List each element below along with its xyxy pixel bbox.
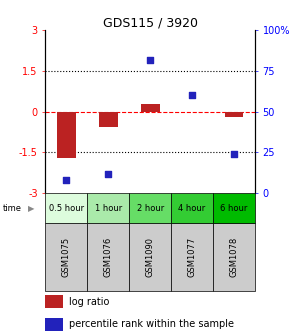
Bar xyxy=(99,112,118,127)
Text: log ratio: log ratio xyxy=(69,297,109,306)
Text: GSM1076: GSM1076 xyxy=(104,237,113,277)
Bar xyxy=(45,295,63,308)
Bar xyxy=(45,223,87,291)
Text: percentile rank within the sample: percentile rank within the sample xyxy=(69,319,234,329)
Text: 1 hour: 1 hour xyxy=(95,204,122,213)
Bar xyxy=(57,112,76,158)
Text: GSM1090: GSM1090 xyxy=(146,237,155,277)
Bar xyxy=(45,318,63,331)
Text: 2 hour: 2 hour xyxy=(137,204,164,213)
Bar xyxy=(213,223,255,291)
Bar xyxy=(129,223,171,291)
Bar xyxy=(87,193,129,223)
Bar xyxy=(45,193,87,223)
Text: 0.5 hour: 0.5 hour xyxy=(49,204,84,213)
Bar xyxy=(141,103,160,112)
Bar xyxy=(213,193,255,223)
Text: time: time xyxy=(3,204,22,213)
Point xyxy=(64,177,69,183)
Bar xyxy=(129,193,171,223)
Text: GSM1078: GSM1078 xyxy=(229,237,239,277)
Text: 6 hour: 6 hour xyxy=(220,204,248,213)
Text: GSM1077: GSM1077 xyxy=(188,237,197,277)
Title: GDS115 / 3920: GDS115 / 3920 xyxy=(103,16,198,29)
Bar xyxy=(171,223,213,291)
Point xyxy=(106,171,111,176)
Point xyxy=(148,57,152,62)
Point xyxy=(190,93,195,98)
Text: ▶: ▶ xyxy=(28,204,34,213)
Text: 4 hour: 4 hour xyxy=(178,204,206,213)
Point xyxy=(231,152,236,157)
Bar xyxy=(87,223,129,291)
Bar xyxy=(171,193,213,223)
Text: GSM1075: GSM1075 xyxy=(62,237,71,277)
Bar xyxy=(224,112,243,117)
